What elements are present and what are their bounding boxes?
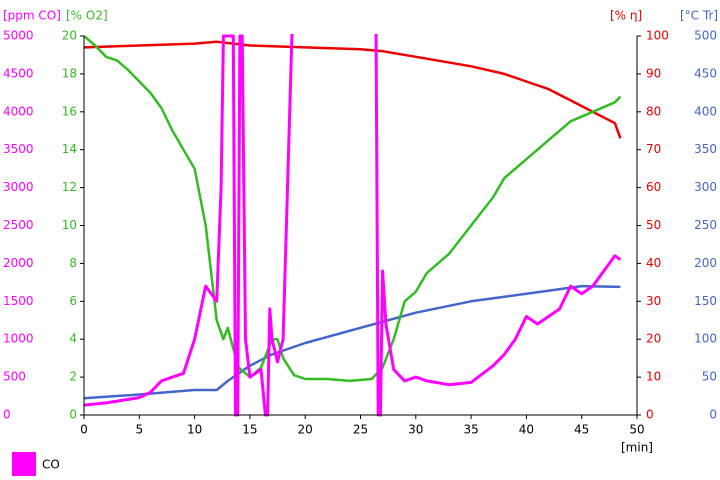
x-tick-label: 35 <box>463 423 478 437</box>
y-tick-label: 20 <box>62 29 77 43</box>
y-tick-label: 50 <box>646 218 661 232</box>
y-tick-label: 20 <box>646 332 661 346</box>
y-tick-label: 1000 <box>3 332 34 346</box>
x-tick-label: 15 <box>242 423 257 437</box>
y-axis-label: [°C Tr] <box>680 9 718 23</box>
y-tick-label: 4500 <box>3 66 34 80</box>
y-tick-label: 100 <box>646 29 669 43</box>
y-tick-label: 300 <box>694 180 717 194</box>
y-tick-label: 0 <box>3 408 11 422</box>
y-tick-label: 60 <box>646 180 661 194</box>
y-tick-label: 0 <box>646 408 654 422</box>
y-tick-label: 16 <box>62 104 77 118</box>
y-tick-label: 350 <box>694 142 717 156</box>
legend-swatch <box>12 452 36 476</box>
y-tick-label: 500 <box>3 370 26 384</box>
x-axis-label: [min] <box>621 441 653 455</box>
x-tick-label: 0 <box>80 423 88 437</box>
series-line <box>84 35 622 383</box>
y-tick-label: 70 <box>646 142 661 156</box>
x-tick-label: 50 <box>629 423 644 437</box>
y-tick-label: 450 <box>694 66 717 80</box>
x-tick-label: 20 <box>298 423 313 437</box>
x-tick-label: 45 <box>574 423 589 437</box>
y-tick-label: 6 <box>69 294 77 308</box>
y-axis-label: [% O2] <box>66 9 108 23</box>
y-tick-label: 8 <box>69 256 77 270</box>
plot-area <box>84 34 622 417</box>
x-tick-label: 25 <box>353 423 368 437</box>
y-tick-label: 2 <box>69 370 77 384</box>
x-tick-label: 30 <box>408 423 423 437</box>
y-tick-label: 400 <box>694 104 717 118</box>
series-line <box>84 34 622 417</box>
y-axis-label: [% η] <box>610 9 642 23</box>
y-tick-label: 3500 <box>3 142 34 156</box>
y-tick-label: 3000 <box>3 180 34 194</box>
y-tick-label: 2000 <box>3 256 34 270</box>
x-tick-label: 40 <box>519 423 534 437</box>
y-tick-label: 4 <box>69 332 77 346</box>
y-tick-label: 2500 <box>3 218 34 232</box>
series-line <box>84 40 622 139</box>
y-tick-label: 90 <box>646 66 661 80</box>
y-tick-label: 0 <box>709 408 717 422</box>
y-tick-label: 5000 <box>3 29 34 43</box>
series-line <box>84 284 621 400</box>
legend-label: CO <box>42 458 60 472</box>
x-tick-label: 5 <box>135 423 143 437</box>
y-tick-label: 12 <box>62 180 77 194</box>
y-axis-label: [ppm CO] <box>3 9 61 23</box>
y-tick-label: 10 <box>646 370 661 384</box>
y-tick-label: 1500 <box>3 294 34 308</box>
y-tick-label: 10 <box>62 218 77 232</box>
y-tick-label: 4000 <box>3 104 34 118</box>
y-tick-label: 80 <box>646 104 661 118</box>
y-tick-label: 30 <box>646 294 661 308</box>
y-tick-label: 250 <box>694 218 717 232</box>
y-tick-label: 0 <box>69 408 77 422</box>
y-tick-label: 150 <box>694 294 717 308</box>
y-tick-label: 100 <box>694 332 717 346</box>
y-tick-label: 14 <box>62 142 77 156</box>
y-tick-label: 200 <box>694 256 717 270</box>
y-tick-label: 40 <box>646 256 661 270</box>
y-tick-label: 500 <box>694 29 717 43</box>
y-tick-label: 18 <box>62 66 77 80</box>
y-tick-label: 50 <box>702 370 717 384</box>
x-tick-label: 10 <box>187 423 202 437</box>
